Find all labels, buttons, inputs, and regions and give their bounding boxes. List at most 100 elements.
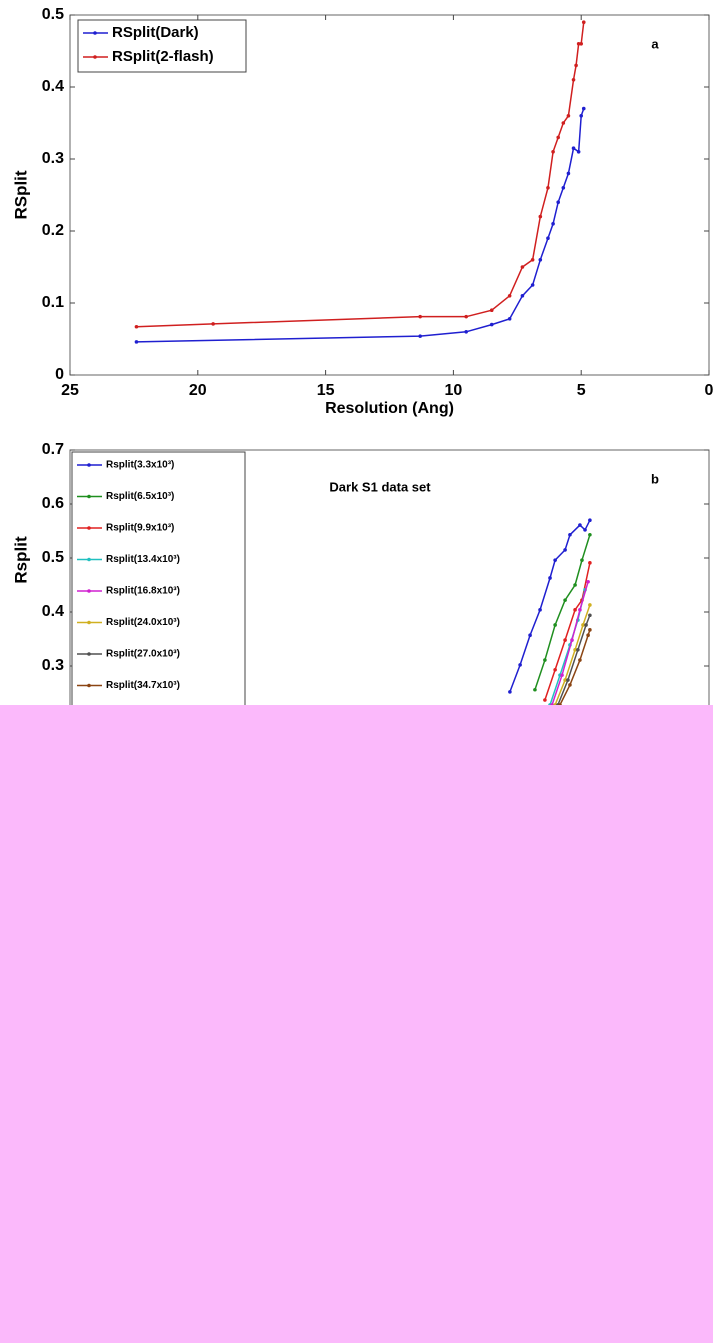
x-tick-label: 5 (577, 382, 586, 399)
x-tick-label: 10 (445, 382, 463, 399)
point (578, 523, 582, 527)
x-tick-label: 20 (189, 382, 207, 399)
plot-frame (69, 14, 710, 376)
point (579, 42, 583, 46)
point (576, 42, 581, 46)
point (553, 623, 557, 627)
legend-label: Rsplit(3.3x10³) (106, 460, 174, 471)
legend-marker (93, 31, 97, 35)
point (581, 20, 586, 25)
point (543, 698, 547, 702)
point (528, 633, 532, 638)
y-tick-label: 0.7 (42, 441, 64, 458)
legend-label: Rsplit(13.4x10³) (106, 554, 180, 565)
legend-label: Rsplit(34.7x10³) (106, 680, 180, 691)
series-line (549, 589, 586, 706)
point (573, 583, 577, 587)
legend-label: Rsplit(9.9x10³) (106, 523, 174, 534)
point (530, 283, 535, 287)
series-line (136, 108, 585, 343)
chart-title: Dark S1 data set (329, 479, 431, 494)
point (508, 690, 512, 694)
point (561, 121, 566, 125)
point (548, 576, 552, 580)
point (507, 294, 512, 298)
legend-label: Rsplit(27.0x10³) (106, 649, 180, 660)
point (576, 648, 580, 652)
point (553, 558, 557, 562)
point (507, 317, 512, 321)
y-tick-label: 0.4 (42, 603, 64, 620)
legend-marker (87, 620, 91, 625)
point (520, 294, 525, 298)
point (563, 548, 567, 552)
panel-label: b (651, 471, 659, 486)
y-tick-label: 0.5 (42, 6, 64, 23)
point (489, 322, 494, 327)
point (578, 608, 582, 612)
point (546, 236, 550, 240)
point (489, 308, 494, 313)
point (546, 186, 550, 190)
point (586, 579, 590, 584)
y-tick-label: 0.5 (42, 549, 64, 566)
point (580, 558, 584, 562)
y-tick-label: 0.3 (42, 150, 64, 167)
point (134, 324, 139, 329)
point (418, 314, 422, 319)
x-tick-label: 25 (61, 382, 79, 399)
point (570, 638, 574, 642)
series-line (544, 562, 591, 701)
x-axis-label: Resolution (Ang) (325, 400, 454, 417)
y-tick-label: 0.6 (42, 495, 64, 512)
y-axis-label: Rsplit (11, 536, 30, 584)
point (566, 171, 571, 176)
point (520, 265, 525, 269)
panel-label: a (651, 36, 659, 51)
point (568, 683, 572, 687)
point (581, 623, 585, 627)
point (560, 673, 564, 677)
point (574, 63, 578, 68)
legend-label: Rsplit(6.5x10³) (106, 491, 174, 502)
point (418, 334, 422, 338)
point (566, 678, 570, 682)
legend-marker (87, 494, 91, 499)
point (588, 532, 592, 537)
y-axis-label: RSplit (11, 170, 30, 219)
legend-marker (93, 55, 97, 59)
legend-label: RSplit(Dark) (112, 24, 199, 41)
y-tick-label: 0.2 (42, 222, 64, 239)
point (211, 322, 215, 326)
point (551, 150, 555, 154)
point (553, 667, 557, 672)
y-tick-label: 0.1 (42, 294, 64, 311)
point (578, 658, 582, 662)
point (566, 114, 571, 118)
legend-marker (87, 589, 91, 593)
legend-marker (87, 683, 91, 688)
point (573, 648, 577, 652)
x-tick-label: 0 (705, 382, 713, 399)
point (538, 608, 542, 612)
point (571, 78, 576, 82)
point (571, 146, 576, 150)
point (588, 613, 592, 618)
point (568, 532, 572, 537)
point (543, 658, 547, 662)
point (576, 150, 581, 154)
point (581, 106, 586, 111)
point (579, 114, 583, 118)
legend-label: Rsplit(24.0x10³) (106, 617, 180, 628)
point (586, 633, 590, 638)
point (588, 603, 592, 607)
legend-box (71, 451, 246, 713)
y-tick-label: 0.3 (42, 657, 64, 674)
series-line (557, 614, 591, 706)
point (538, 258, 543, 262)
point (518, 663, 522, 667)
point (530, 258, 535, 262)
point (588, 561, 592, 565)
point (563, 598, 567, 602)
